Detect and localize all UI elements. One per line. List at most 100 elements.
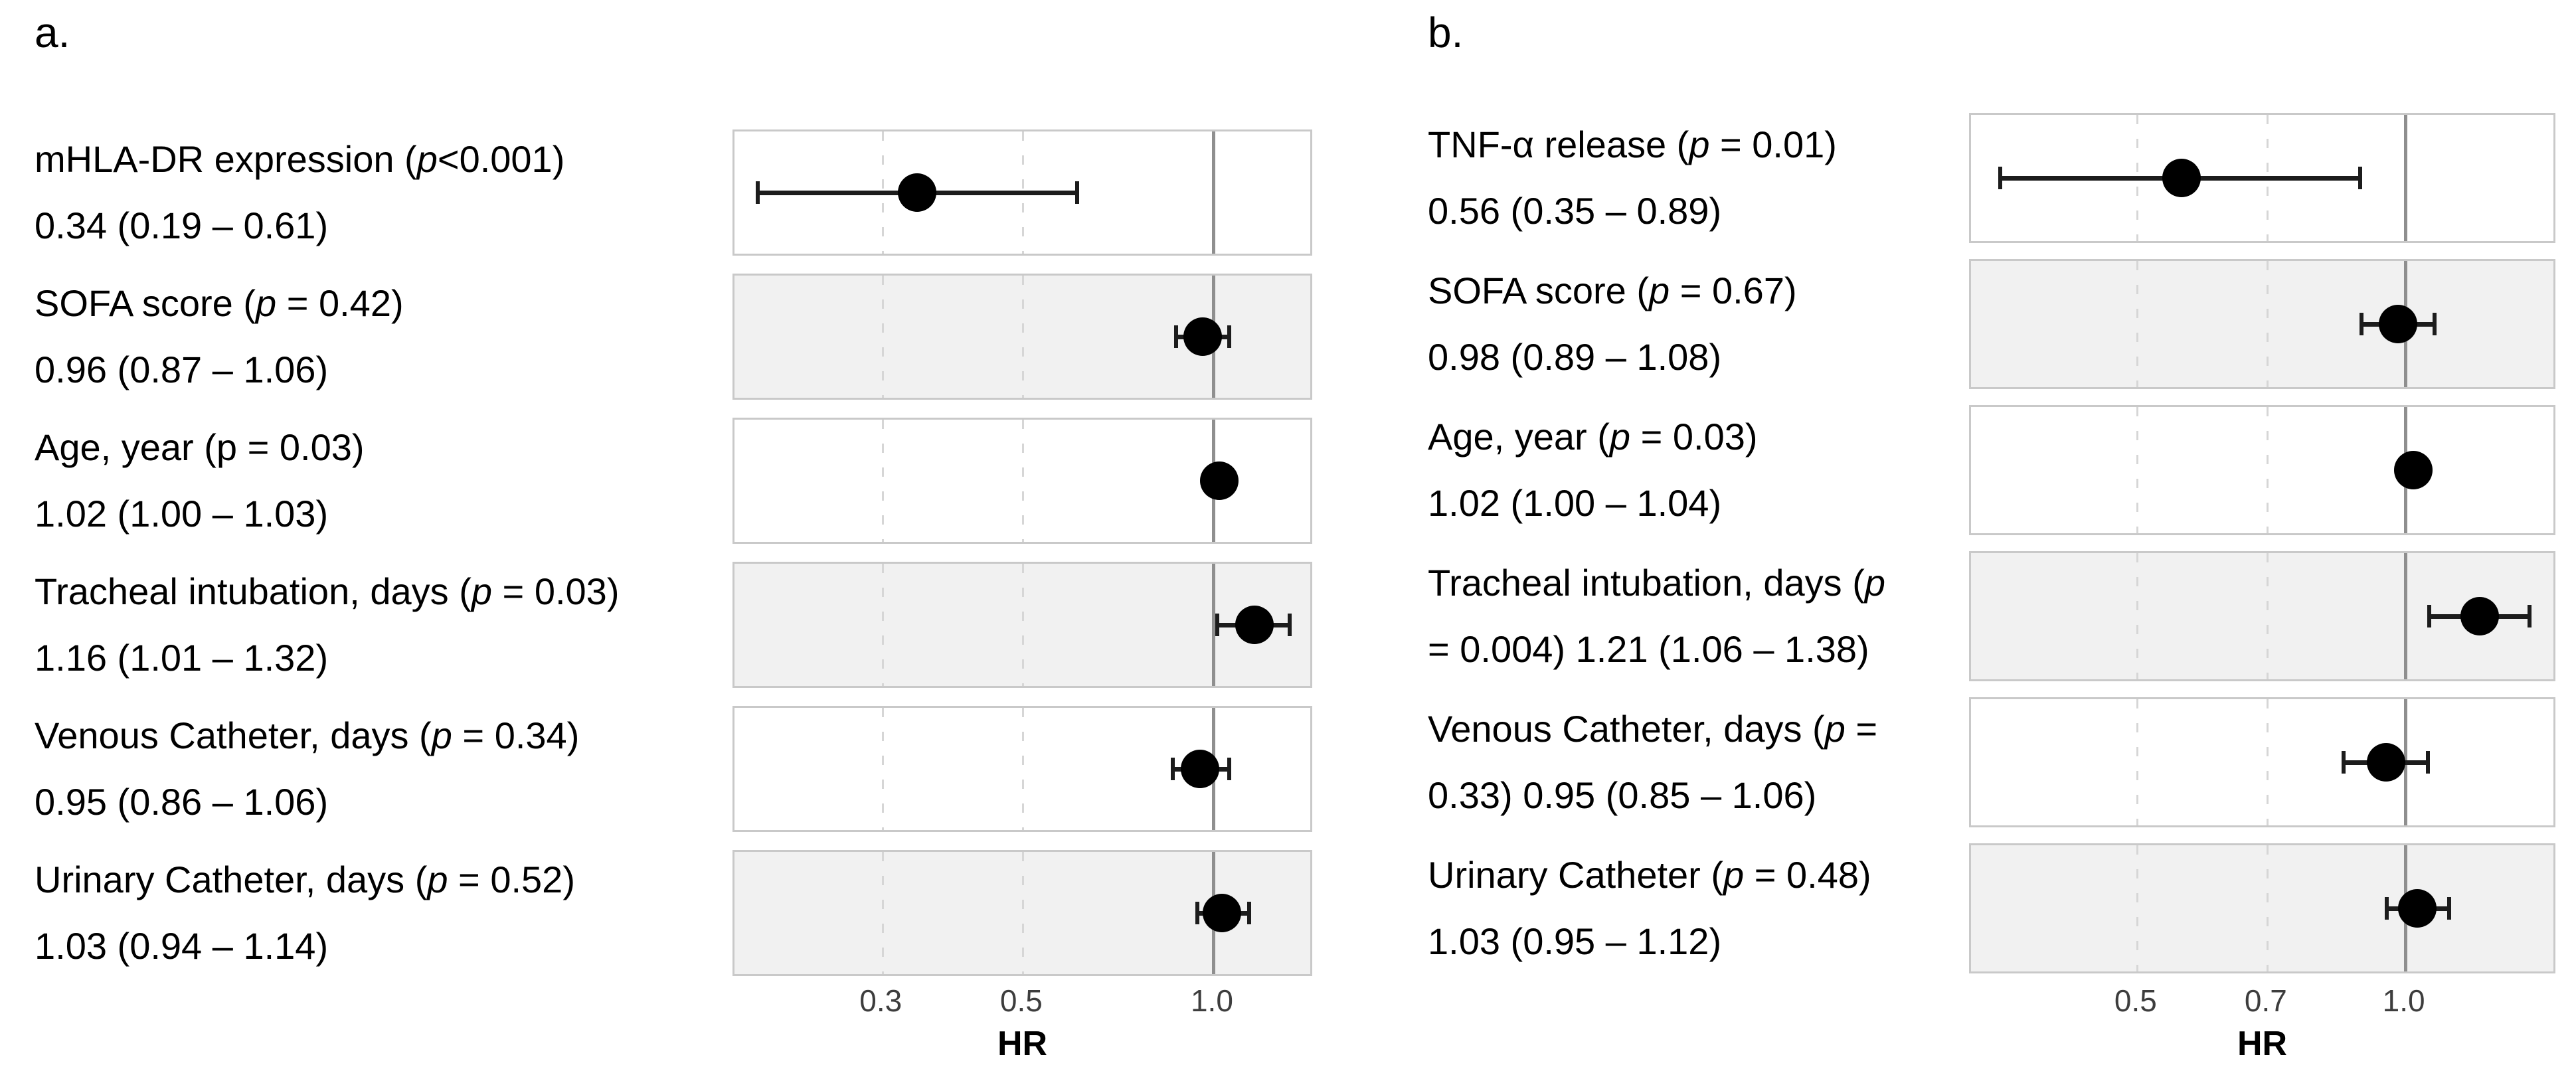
ci-cap-low: [1171, 758, 1175, 780]
gridline-a-0.3: [881, 708, 884, 830]
hr-dot: [1203, 894, 1242, 932]
row-label-line: Tracheal intubation, days (p = 0.03): [35, 570, 620, 612]
ci-cap-low: [1195, 902, 1200, 924]
ci-cap-low: [1215, 614, 1220, 636]
gridline-b-0.7: [2267, 261, 2269, 387]
row-label-a-4: Tracheal intubation, days (p = 0.03) 1.16…: [35, 558, 619, 691]
hr-dot: [2366, 743, 2405, 782]
gridline-a-0.3: [881, 276, 884, 398]
ci-cap-high: [2447, 897, 2451, 920]
row-label-b-2: SOFA score (p = 0.67) 0.98 (0.89 – 1.08): [1428, 258, 1797, 390]
row-band-b-2: [1969, 259, 2555, 389]
reference-line-hr-1: [2404, 115, 2408, 241]
ci-cap-low: [2427, 605, 2431, 627]
row-label-b-5: Venous Catheter, days (p = 0.33) 0.95 (0.…: [1428, 696, 1877, 829]
row-label-line: SOFA score (p = 0.42): [35, 282, 404, 324]
row-band-b-6: [1969, 843, 2555, 973]
ci-cap-low: [2341, 751, 2346, 774]
reference-line-hr-1: [2404, 553, 2408, 679]
panel-a-x-axis-title: HR: [997, 1025, 1048, 1063]
ci-cap-high: [1227, 325, 1232, 348]
hr-dot: [1200, 461, 1239, 500]
hr-dot: [1183, 317, 1223, 356]
row-label-b-4: Tracheal intubation, days (p = 0.004) 1.2…: [1428, 550, 1885, 683]
row-band-a-1: [732, 129, 1312, 256]
reference-line-hr-1: [1212, 564, 1216, 686]
row-band-b-3: [1969, 405, 2555, 535]
hr-dot: [2378, 305, 2417, 343]
row-band-a-5: [732, 706, 1312, 832]
ci-cap-high: [2433, 313, 2437, 335]
x-tick-1.0: 1.0: [1190, 983, 1233, 1018]
row-label-a-2: SOFA score (p = 0.42) 0.96 (0.87 – 1.06): [35, 270, 404, 403]
x-tick-0.3: 0.3: [859, 983, 902, 1018]
gridline-a-0.5: [1022, 852, 1025, 974]
row-label-line: 1.02 (1.00 – 1.04): [1428, 482, 1722, 524]
gridline-a-0.3: [881, 420, 884, 542]
row-label-line: 0.56 (0.35 – 0.89): [1428, 190, 1722, 232]
gridline-b-0.5: [2136, 553, 2139, 679]
row-label-line: Venous Catheter, days (p =: [1428, 708, 1878, 750]
row-label-b-3: Age, year (p = 0.03) 1.02 (1.00 – 1.04): [1428, 404, 1758, 537]
x-tick-0.7: 0.7: [2244, 983, 2287, 1018]
gridline-b-0.5: [2136, 261, 2139, 387]
gridline-a-0.3: [881, 564, 884, 686]
hr-dot: [2394, 451, 2433, 489]
ci-cap-high: [2425, 751, 2430, 774]
gridline-b-0.7: [2267, 845, 2269, 971]
gridline-b-0.7: [2267, 699, 2269, 825]
gridline-b-0.5: [2136, 845, 2139, 971]
gridline-b-0.5: [2136, 407, 2139, 533]
gridline-a-0.5: [1022, 564, 1025, 686]
row-label-line: 1.03 (0.95 – 1.12): [1428, 920, 1722, 962]
row-label-line: 1.03 (0.94 – 1.14): [35, 925, 329, 967]
ci-cap-high: [1227, 758, 1232, 780]
row-label-a-6: Urinary Catheter, days (p = 0.52) 1.03 (0…: [35, 847, 575, 979]
row-label-a-3: Age, year (p = 0.03) 1.02 (1.00 – 1.03): [35, 414, 365, 547]
row-band-b-5: [1969, 697, 2555, 827]
row-label-b-6: Urinary Catheter (p = 0.48) 1.03 (0.95 – …: [1428, 842, 1871, 975]
ci-cap-high: [1247, 902, 1252, 924]
row-label-a-1: mHLA-DR expression (p<0.001) 0.34 (0.19 –…: [35, 126, 564, 259]
ci-cap-low: [1174, 325, 1179, 348]
reference-line-hr-1: [1212, 131, 1216, 254]
ci-cap-high: [1287, 614, 1292, 636]
row-label-line: SOFA score (p = 0.67): [1428, 270, 1797, 311]
panel-a-label: a.: [35, 9, 70, 56]
panel-b-label: b.: [1428, 9, 1464, 56]
hr-dot: [2162, 159, 2201, 197]
row-label-line: Urinary Catheter, days (p = 0.52): [35, 859, 575, 900]
hr-dot: [1235, 606, 1274, 644]
row-label-line: 0.95 (0.86 – 1.06): [35, 781, 329, 823]
row-label-line: 0.34 (0.19 – 0.61): [35, 205, 329, 246]
x-tick-1.0: 1.0: [2382, 983, 2425, 1018]
row-label-line: Urinary Catheter (p = 0.48): [1428, 854, 1871, 896]
row-label-line: 0.98 (0.89 – 1.08): [1428, 336, 1722, 378]
row-label-line: 0.33) 0.95 (0.85 – 1.06): [1428, 774, 1817, 816]
ci-cap-low: [1998, 167, 2003, 189]
row-label-line: Age, year (p = 0.03): [35, 426, 365, 468]
x-tick-0.5: 0.5: [2114, 983, 2157, 1018]
row-label-line: 0.96 (0.87 – 1.06): [35, 349, 329, 390]
x-tick-0.5: 0.5: [999, 983, 1043, 1018]
row-band-b-4: [1969, 551, 2555, 681]
row-label-b-1: TNF-α release (p = 0.01) 0.56 (0.35 – 0.8…: [1428, 112, 1837, 244]
ci-cap-low: [2384, 897, 2389, 920]
row-label-line: TNF-α release (p = 0.01): [1428, 124, 1837, 165]
ci-cap-low: [2359, 313, 2363, 335]
row-band-a-2: [732, 274, 1312, 400]
gridline-a-0.3: [881, 852, 884, 974]
panel-b-x-axis-title: HR: [2237, 1025, 2288, 1063]
gridline-a-0.5: [1022, 420, 1025, 542]
row-label-line: Venous Catheter, days (p = 0.34): [35, 714, 580, 756]
row-label-line: 1.02 (1.00 – 1.03): [35, 493, 329, 535]
hr-dot: [2397, 889, 2437, 928]
ci-cap-high: [2358, 167, 2362, 189]
row-label-line: mHLA-DR expression (p<0.001): [35, 138, 565, 180]
row-label-line: Age, year (p = 0.03): [1428, 416, 1758, 458]
gridline-a-0.5: [1022, 708, 1025, 830]
row-band-a-6: [732, 850, 1312, 976]
row-label-line: Tracheal intubation, days (p: [1428, 562, 1885, 604]
row-band-a-3: [732, 418, 1312, 544]
gridline-b-0.5: [2136, 699, 2139, 825]
